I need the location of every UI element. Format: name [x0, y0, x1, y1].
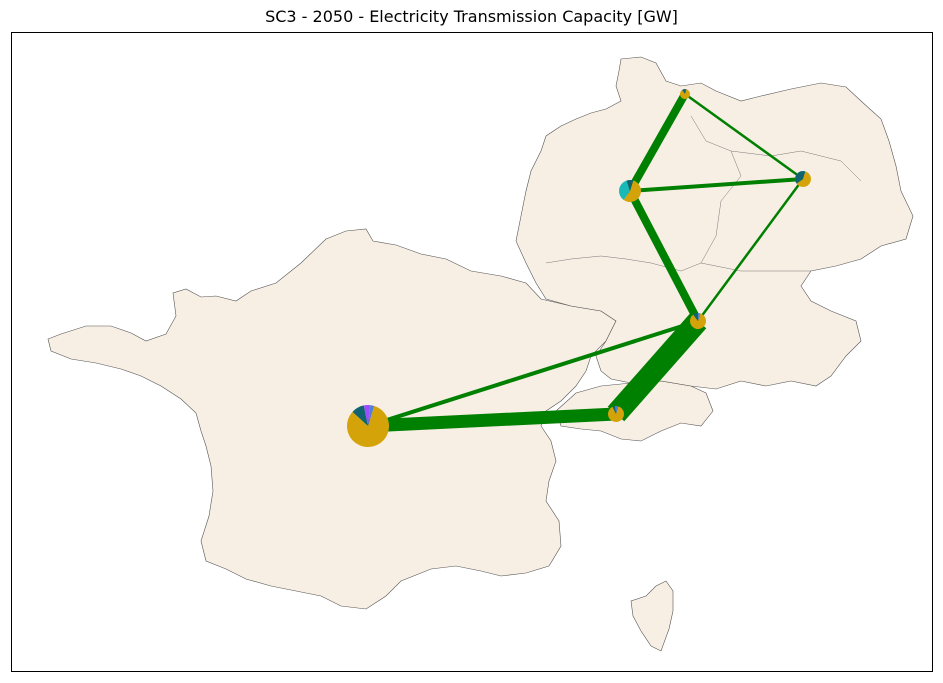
pie-slice-de-north-gold: [679, 89, 690, 100]
switzerland-region: [555, 380, 714, 442]
internal-boundary: [700, 262, 811, 272]
map-frame: [11, 32, 933, 672]
node-pie-de-east: [795, 171, 811, 188]
transmission-line-de-west-de-north: [626, 92, 689, 193]
node-pie-de-north: [679, 89, 690, 100]
pie-slice-fr-blue: [368, 405, 375, 426]
map-canvas: [47, 56, 914, 652]
pie-slice-de-south-blue: [697, 313, 701, 321]
pie-slice-de-east-teal: [795, 171, 806, 184]
node-pie-ch: [608, 406, 624, 422]
pie-slice-fr-purple: [363, 405, 371, 426]
pie-slice-de-west-teal: [626, 180, 634, 191]
pie-slice-ch-gold: [608, 406, 624, 422]
pie-slice-de-west-cyan: [619, 180, 630, 200]
transmission-line-de-north-de-east: [684, 92, 804, 181]
pie-slice-de-east-gold: [796, 171, 811, 188]
pie-slice-fr-teal: [352, 405, 368, 426]
node-pie-de-south: [690, 313, 706, 329]
map-title: SC3 - 2050 - Electricity Transmission Ca…: [265, 7, 678, 26]
pie-slice-de-south-teal: [693, 313, 698, 321]
transmission-line-ch-de-south: [607, 313, 707, 422]
pie-slice-de-south-gold: [690, 313, 706, 329]
transmission-line-de-west-de-east: [629, 177, 804, 193]
pie-slice-de-west-gold: [623, 180, 641, 203]
region-nodes: [347, 89, 811, 447]
transmission-lines: [367, 92, 805, 433]
transmission-line-fr-de-south: [367, 319, 699, 428]
corsica-region: [630, 580, 674, 652]
pie-slice-de-north-teal: [682, 89, 687, 94]
transmission-line-de-south-de-east: [696, 178, 805, 322]
pie-slice-ch-teal: [612, 406, 616, 414]
germany-region: [515, 56, 914, 390]
node-pie-de-west: [619, 180, 641, 203]
pie-slice-ch-blue: [614, 406, 619, 414]
internal-boundary: [730, 150, 862, 182]
transmission-line-fr-ch: [367, 407, 617, 433]
node-pie-fr: [347, 405, 389, 447]
pie-slice-fr-gold: [347, 405, 389, 447]
transmission-line-de-south-de-west: [626, 189, 702, 323]
france-region: [47, 228, 617, 610]
